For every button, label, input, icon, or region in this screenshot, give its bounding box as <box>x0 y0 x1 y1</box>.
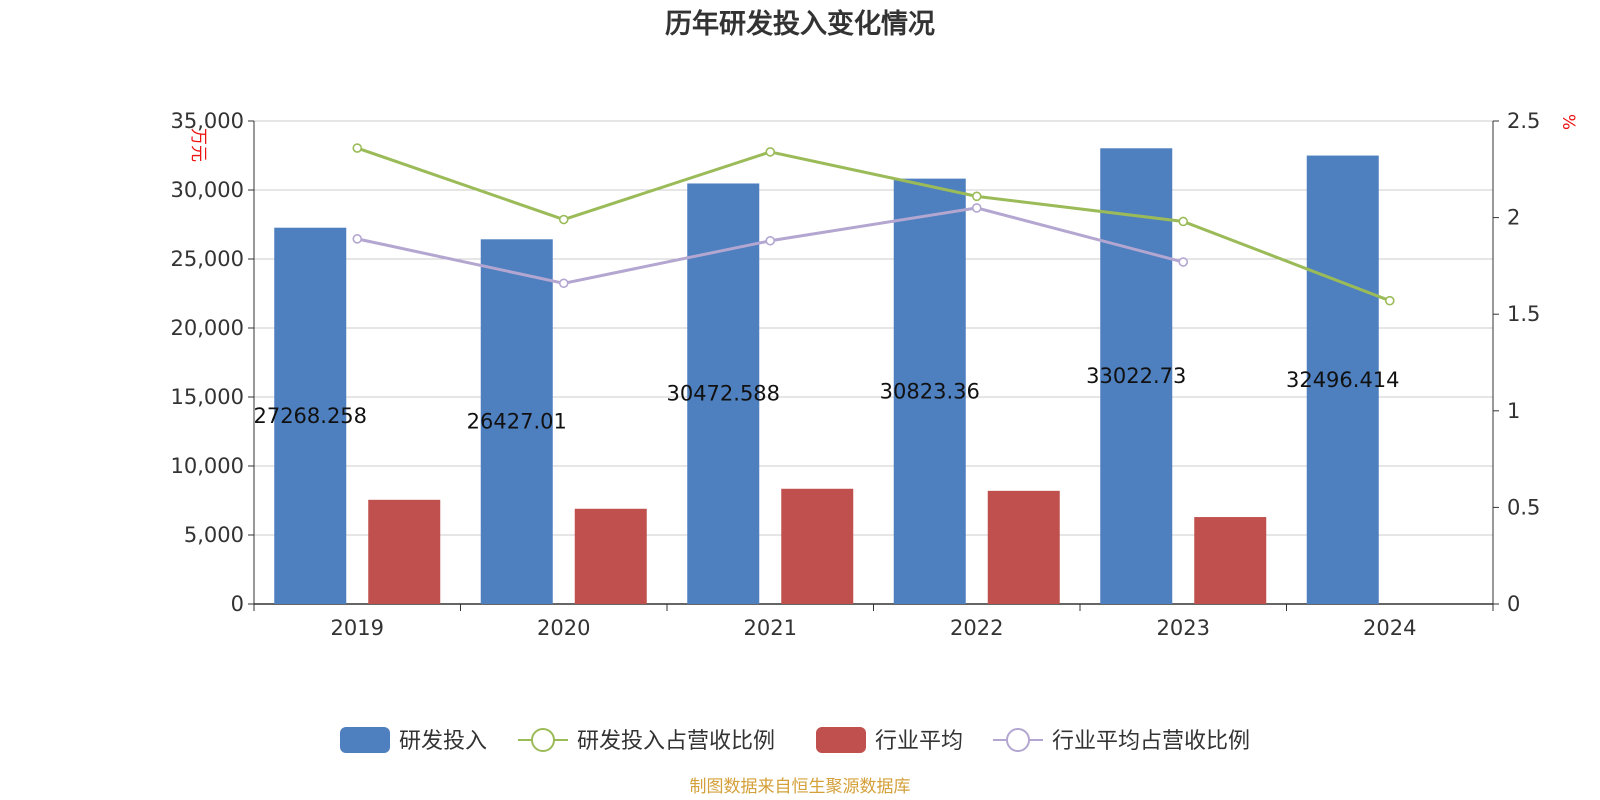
left-tick-label: 20,000 <box>171 316 244 340</box>
bar-industry-average <box>1194 517 1267 604</box>
bar-industry-average <box>987 490 1060 604</box>
industry-ratio-point <box>1178 257 1189 267</box>
right-tick-label: 1.5 <box>1507 302 1540 326</box>
rd-ratio-point <box>1178 216 1189 227</box>
rd-ratio-point <box>765 147 776 157</box>
chart-title: 历年研发投入变化情况 <box>665 8 935 40</box>
rd-ratio-point <box>971 191 982 202</box>
bar-value-label: 27268.258 <box>253 404 367 428</box>
bar-rd-investment <box>274 227 347 604</box>
bar-industry-average <box>781 488 854 604</box>
x-tick-label: 2019 <box>331 616 384 640</box>
legend-label: 行业平均占营收比例 <box>1052 729 1250 754</box>
left-tick-label: 25,000 <box>171 247 244 271</box>
left-tick-label: 0 <box>231 592 244 616</box>
left-axis-unit: 万元 <box>188 128 208 162</box>
rd-ratio-point <box>558 214 569 225</box>
legend-swatch <box>340 727 390 753</box>
left-tick-label: 10,000 <box>171 454 244 478</box>
legend-label: 研发投入 <box>399 729 487 754</box>
left-tick-label: 15,000 <box>171 385 244 409</box>
rd-ratio-point <box>352 143 363 153</box>
left-tick-label: 30,000 <box>171 178 244 202</box>
bars <box>274 148 1379 605</box>
bar-value-label: 26427.01 <box>467 410 567 434</box>
right-tick-label: 1 <box>1507 399 1520 423</box>
legend-rd-ratio[interactable]: 研发投入占营收比例 <box>518 728 775 754</box>
legend-swatch-marker <box>1006 728 1030 752</box>
bar-industry-average <box>574 508 647 604</box>
legend-industry-average[interactable]: 行业平均 <box>816 727 963 754</box>
bar-value-label: 30472.588 <box>666 382 780 406</box>
data-labels: 27268.258 26427.01 30472.588 30823.36 33022.… <box>253 364 1399 434</box>
rd-ratio-line <box>356 146 1391 303</box>
bar-value-label: 32496.414 <box>1286 368 1400 392</box>
bar-rd-investment <box>893 178 966 604</box>
legend-industry-ratio[interactable]: 行业平均占营收比例 <box>993 728 1250 754</box>
bar-rd-investment <box>1100 148 1173 605</box>
x-tick-label: 2021 <box>744 616 797 640</box>
industry-ratio-point <box>558 278 569 289</box>
right-tick-label: 0 <box>1507 592 1520 616</box>
legend[interactable]: 研发投入 研发投入占营收比例 行业平均 行业平均占营收比例 <box>340 727 1250 754</box>
legend-rd-investment[interactable]: 研发投入 <box>340 727 487 754</box>
x-tick-label: 2022 <box>950 616 1003 640</box>
right-tick-label: 2.5 <box>1507 109 1540 133</box>
legend-label: 研发投入占营收比例 <box>577 729 775 754</box>
industry-ratio-point <box>971 203 982 213</box>
right-axis-unit: % <box>1558 114 1578 130</box>
legend-swatch <box>816 727 866 753</box>
industry-ratio-point <box>352 234 363 244</box>
rd-ratio-point <box>1384 295 1395 306</box>
industry-ratio-point <box>765 235 776 246</box>
grid-lines <box>254 120 1493 536</box>
axes: 0 5,000 10,000 15,000 20,000 25,000 30,000 35,0… <box>171 109 1541 640</box>
bar-industry-average <box>368 499 441 604</box>
source-note: 制图数据来自恒生聚源数据库 <box>690 777 911 797</box>
left-tick-label: 35,000 <box>171 109 244 133</box>
x-tick-label: 2024 <box>1363 616 1416 640</box>
x-tick-label: 2023 <box>1157 616 1210 640</box>
bar-rd-investment <box>1306 155 1379 604</box>
right-tick-label: 2 <box>1507 206 1520 230</box>
left-tick-label: 5,000 <box>184 523 244 547</box>
right-tick-label: 0.5 <box>1507 495 1540 519</box>
bar-rd-investment <box>480 239 553 605</box>
bar-value-label: 33022.73 <box>1086 364 1186 388</box>
lines <box>352 143 1395 306</box>
bar-rd-investment <box>687 183 760 605</box>
x-tick-label: 2020 <box>537 616 590 640</box>
legend-label: 行业平均 <box>875 729 963 754</box>
legend-swatch-marker <box>531 728 555 752</box>
bar-value-label: 30823.36 <box>880 379 980 403</box>
